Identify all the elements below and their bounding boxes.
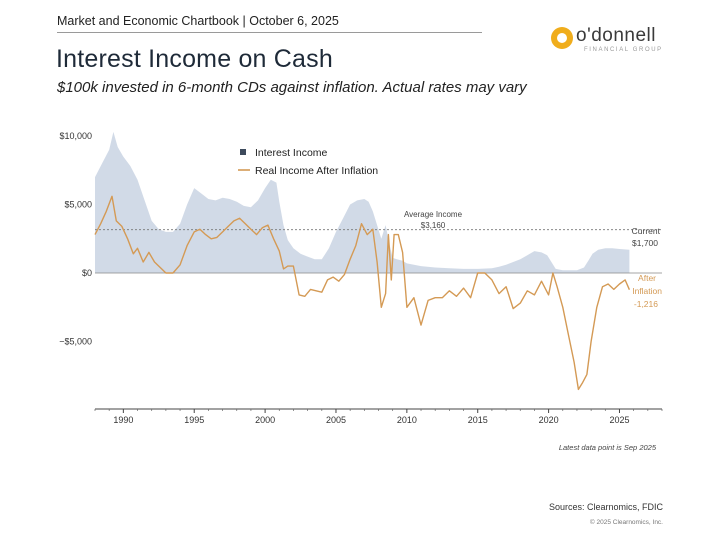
y-tick-label-3: −$5,000 [59, 337, 92, 347]
current-value: $1,700 [632, 238, 658, 248]
logo-subtitle: FINANCIAL GROUP [584, 47, 663, 53]
interest-income-area-layer [95, 131, 630, 273]
average-income-label: Average Income [404, 210, 463, 219]
page-title: Interest Income on Cash [56, 45, 333, 73]
x-tick-label-2010: 2010 [397, 415, 417, 425]
logo-name: o'donnell [576, 25, 656, 46]
y-tick-label-2: $0 [82, 268, 92, 278]
x-tick-label-2005: 2005 [326, 415, 346, 425]
legend: Interest Income Real Income After Inflat… [238, 147, 378, 177]
copyright: © 2025 Clearnomics, Inc. [589, 519, 663, 526]
y-tick-label-0: $10,000 [59, 131, 92, 141]
real-income-line [94, 195, 631, 391]
logo-mark-icon [551, 27, 573, 49]
x-tick-label-2025: 2025 [609, 415, 629, 425]
company-logo: o'donnell FINANCIAL GROUP [551, 25, 691, 55]
real-income-line-layer [94, 195, 631, 391]
y-tick-label-1: $5,000 [64, 200, 92, 210]
x-ticks: 1990 1995 2000 2005 2010 2015 2020 2025 [94, 409, 663, 425]
x-tick-label-1990: 1990 [113, 415, 133, 425]
legend-label-real-income: Real Income After Inflation [255, 165, 378, 177]
x-tick-label-2020: 2020 [539, 415, 559, 425]
page-subtitle: $100k invested in 6-month CDs against in… [57, 79, 527, 96]
after-inflation-value: -1,216 [634, 299, 658, 309]
legend-swatch-interest-income [240, 149, 246, 155]
x-tick-label-1995: 1995 [184, 415, 204, 425]
legend-label-interest-income: Interest Income [255, 147, 328, 159]
after-inflation-label-1: After [638, 273, 656, 283]
latest-data-note: Latest data point is Sep 2025 [558, 443, 656, 452]
x-tick-label-2000: 2000 [255, 415, 275, 425]
average-income-value: $3,160 [421, 221, 446, 230]
chartbook-header: Market and Economic Chartbook | October … [57, 14, 482, 33]
interest-income-area [95, 131, 630, 273]
x-tick-label-2015: 2015 [468, 415, 488, 425]
current-label: Current [632, 226, 661, 236]
after-inflation-label-2: Inflation [632, 286, 662, 296]
sources: Sources: Clearnomics, FDIC [548, 502, 663, 512]
y-ticks: $10,000 $5,000 $0 −$5,000 [59, 131, 92, 347]
